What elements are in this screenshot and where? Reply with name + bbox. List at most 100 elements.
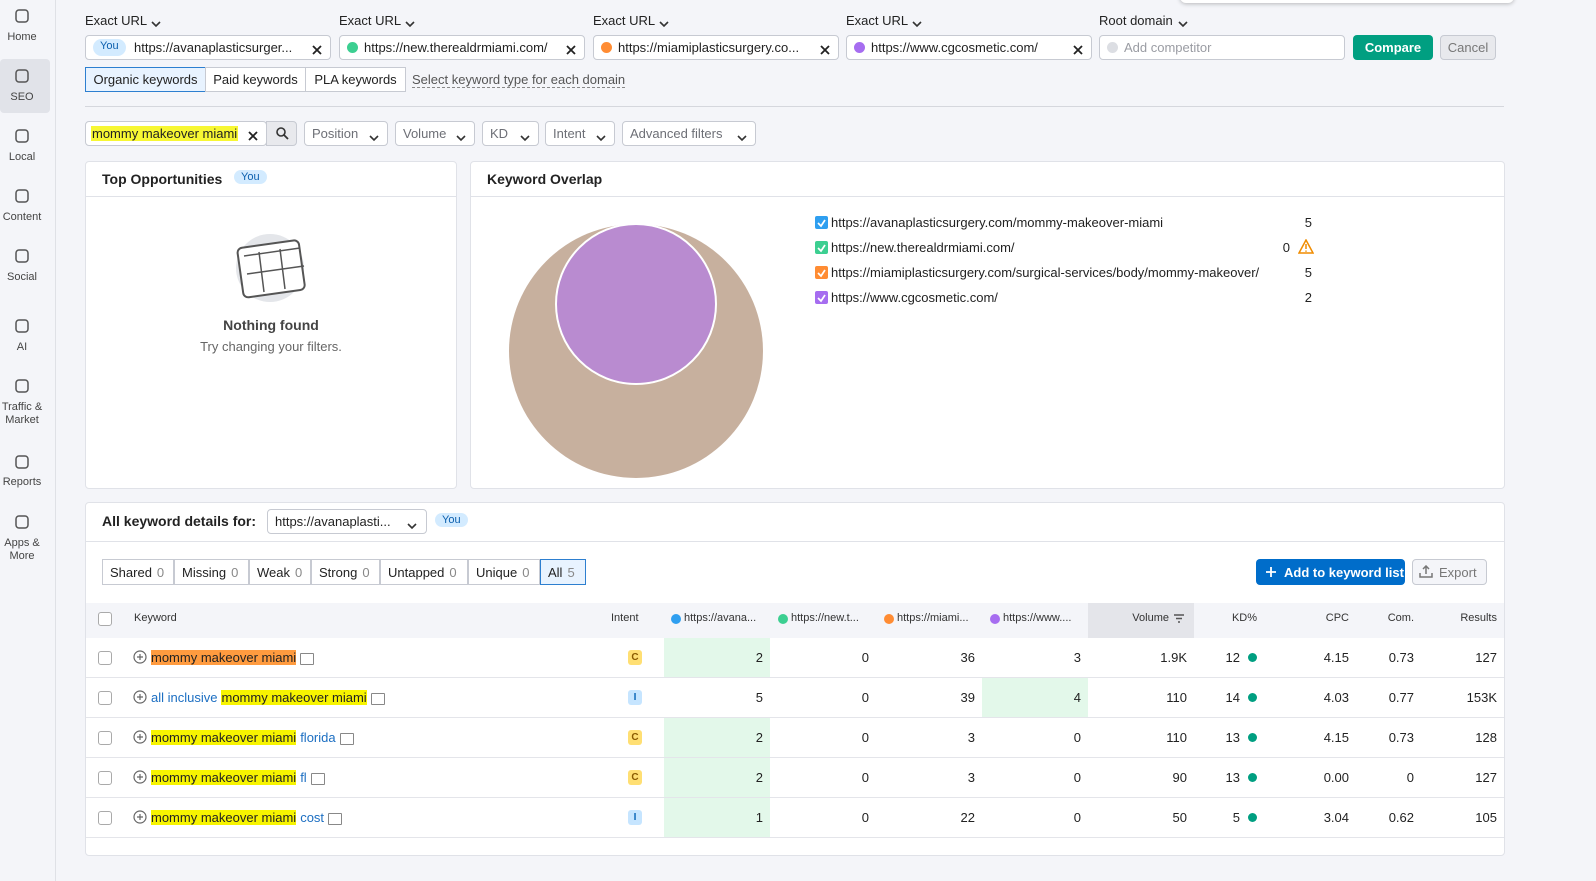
keyword-type-hint[interactable]: Select keyword type for each domain bbox=[412, 72, 626, 88]
keyword-part: mommy makeover miami bbox=[151, 650, 297, 665]
nav-icon-svg bbox=[15, 189, 29, 203]
domain-input[interactable] bbox=[85, 35, 331, 60]
filter-tab[interactable]: Untapped 0 bbox=[380, 559, 468, 585]
filter-tab[interactable]: Weak 0 bbox=[249, 559, 311, 585]
nav-label[interactable]: SEO bbox=[10, 91, 34, 103]
add-button[interactable] bbox=[1256, 559, 1405, 585]
column-header[interactable]: Com. bbox=[1387, 612, 1414, 624]
add-keyword-icon-svg bbox=[133, 770, 147, 784]
column-header[interactable]: Intent bbox=[611, 612, 639, 624]
position-value: 3 bbox=[967, 730, 975, 745]
legend-checkbox-svg bbox=[815, 266, 828, 279]
tab-count: 0 bbox=[362, 565, 370, 580]
search-button[interactable] bbox=[266, 121, 297, 146]
export-button[interactable] bbox=[1412, 559, 1487, 585]
filter-dropdown[interactable] bbox=[545, 121, 615, 146]
legend-checkbox bbox=[815, 241, 828, 257]
row-checkbox[interactable] bbox=[98, 771, 112, 785]
nav-label[interactable]: Reports bbox=[2, 476, 42, 488]
results-value: 127 bbox=[1475, 770, 1497, 785]
filter-dropdown[interactable] bbox=[482, 121, 539, 146]
domain-input[interactable] bbox=[593, 35, 839, 60]
search-icon-svg bbox=[276, 127, 289, 140]
cancel-button[interactable]: Cancel bbox=[1440, 35, 1496, 60]
keyword-type-tab[interactable]: PLA keywords bbox=[305, 67, 406, 92]
clear-icon-svg bbox=[566, 45, 576, 55]
legend-url: https://avanaplasticsurgery.com/mommy-ma… bbox=[831, 215, 1164, 230]
column-header[interactable]: https://new.t... bbox=[791, 612, 859, 624]
column-header[interactable]: KD% bbox=[1231, 612, 1257, 624]
nav-label[interactable]: Traffic & Market bbox=[1, 401, 43, 426]
url-type-select[interactable]: Exact URL bbox=[339, 13, 402, 28]
export-icon-svg bbox=[1419, 564, 1433, 578]
column-header[interactable]: https://miami... bbox=[897, 612, 969, 624]
domain-url: https://www.cgcosmetic.com/ bbox=[871, 40, 1038, 55]
keyword-type-tab[interactable]: Paid keywords bbox=[205, 67, 306, 92]
row-divider bbox=[86, 677, 1504, 678]
panel-title: Top Opportunities bbox=[102, 171, 223, 187]
intent-badge: I bbox=[628, 690, 642, 705]
nav-label[interactable]: Content bbox=[2, 211, 42, 223]
column-header[interactable]: Keyword bbox=[134, 612, 177, 624]
column-header[interactable]: https://www.... bbox=[1003, 612, 1072, 624]
domain-input[interactable] bbox=[339, 35, 585, 60]
nav-label[interactable]: Local bbox=[8, 151, 36, 163]
keyword-cell[interactable]: mommy makeover miami fl bbox=[151, 770, 325, 785]
keyword-type-tab[interactable]: Organic keywords bbox=[85, 67, 206, 92]
filter-tab[interactable]: Missing 0 bbox=[174, 559, 249, 585]
url-type-select[interactable]: Root domain bbox=[1099, 13, 1173, 28]
row-checkbox[interactable] bbox=[98, 651, 112, 665]
position-value: 3 bbox=[1073, 650, 1081, 665]
competitor-input[interactable] bbox=[1099, 35, 1345, 60]
filter-tab[interactable]: Strong 0 bbox=[311, 559, 380, 585]
keyword-cell[interactable]: all inclusive mommy makeover miami bbox=[151, 690, 385, 705]
nav-icon-svg bbox=[15, 69, 29, 83]
row-checkbox[interactable] bbox=[98, 811, 112, 825]
tab-label: Untapped bbox=[388, 565, 445, 580]
chevron bbox=[405, 16, 415, 31]
compare-button[interactable]: Compare bbox=[1353, 35, 1433, 60]
add-keyword-icon bbox=[133, 770, 147, 787]
header-checkbox[interactable] bbox=[98, 612, 112, 626]
legend-checkbox-svg bbox=[815, 241, 828, 254]
row-checkbox[interactable] bbox=[98, 731, 112, 745]
column-header[interactable]: CPC bbox=[1325, 612, 1349, 624]
keyword-cell[interactable]: mommy makeover miami florida bbox=[151, 730, 354, 745]
nav-label[interactable]: Home bbox=[7, 31, 37, 43]
serp-icon bbox=[339, 732, 354, 745]
url-type-select[interactable]: Exact URL bbox=[593, 13, 656, 28]
keyword-cell[interactable]: mommy makeover miami bbox=[151, 650, 315, 665]
keyword-cell[interactable]: mommy makeover miami cost bbox=[151, 810, 343, 825]
row-checkbox[interactable] bbox=[98, 691, 112, 705]
kd-value: 12 bbox=[1225, 650, 1240, 665]
nav-label[interactable]: AI bbox=[16, 341, 28, 353]
results-value: 127 bbox=[1475, 650, 1497, 665]
filter-tab[interactable]: All 5 bbox=[540, 559, 586, 585]
volume-header-bg bbox=[1088, 603, 1194, 638]
filter-dropdown[interactable] bbox=[304, 121, 388, 146]
column-header[interactable]: https://avana... bbox=[684, 612, 757, 624]
filter-tab[interactable]: Shared 0 bbox=[102, 559, 174, 585]
filter-tab[interactable]: Unique 0 bbox=[468, 559, 540, 585]
position-value: 0 bbox=[861, 810, 869, 825]
keyword-part: florida bbox=[300, 730, 336, 745]
domain-select[interactable] bbox=[267, 509, 427, 534]
position-value: 0 bbox=[1073, 730, 1081, 745]
nav-label[interactable]: Apps & More bbox=[4, 537, 40, 562]
position-value: 0 bbox=[861, 690, 869, 705]
filter-dropdown[interactable] bbox=[395, 121, 475, 146]
position-value: 22 bbox=[960, 810, 975, 825]
position-value: 2 bbox=[755, 650, 763, 665]
keyword-part: mommy makeover miami bbox=[221, 690, 367, 705]
url-type-select[interactable]: Exact URL bbox=[846, 13, 909, 28]
url-type-select[interactable]: Exact URL bbox=[85, 13, 148, 28]
filter-dropdown[interactable] bbox=[622, 121, 756, 146]
kd-dot bbox=[1248, 813, 1257, 822]
nav-label[interactable]: Social bbox=[7, 271, 37, 283]
column-header[interactable]: Results bbox=[1460, 612, 1497, 624]
column-header[interactable]: Volume bbox=[1132, 612, 1169, 624]
nav-icon bbox=[14, 248, 30, 267]
domain-input[interactable] bbox=[846, 35, 1092, 60]
chevron bbox=[407, 518, 417, 533]
serp-icon bbox=[328, 812, 343, 825]
